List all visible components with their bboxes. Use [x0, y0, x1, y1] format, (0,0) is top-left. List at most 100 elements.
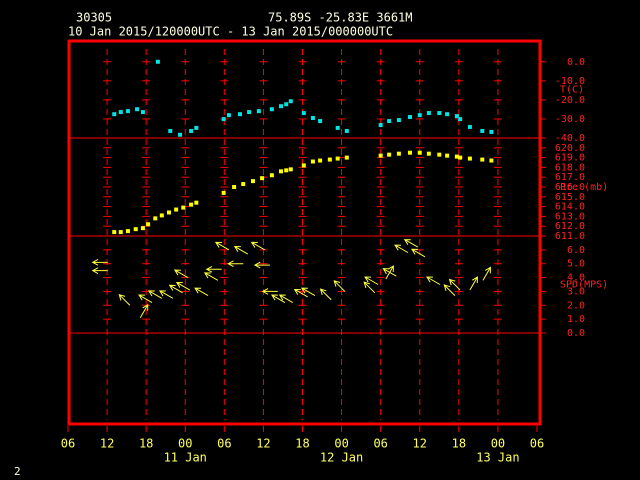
wind-arrow: [168, 284, 183, 294]
y-tick-label: 616.0: [555, 182, 585, 193]
date-label: 12 Jan: [320, 451, 363, 465]
wind-arrow: [382, 268, 397, 277]
data-point: [407, 150, 412, 155]
date-label: 11 Jan: [164, 451, 207, 465]
y-tick-label: 5.0: [567, 259, 585, 270]
data-point: [458, 155, 463, 160]
data-point: [135, 107, 140, 112]
data-point: [181, 205, 186, 210]
data-point: [437, 111, 442, 116]
data-point: [387, 119, 392, 124]
y-axis-label: T(C): [560, 85, 584, 96]
y-tick-label: -30.0: [555, 114, 585, 125]
y-tick-label: 614.0: [555, 202, 585, 213]
data-point: [480, 157, 485, 162]
y-tick-label: 611.0: [555, 231, 585, 242]
wind-arrow: [261, 288, 278, 295]
data-point: [467, 124, 472, 129]
wind-arrow: [205, 265, 222, 273]
y-tick-label: -40.0: [555, 133, 585, 144]
wind-arrow: [271, 294, 286, 303]
wind-arrow: [363, 281, 376, 294]
y-tick-label: 618.0: [555, 162, 585, 173]
data-point: [279, 169, 284, 174]
data-point: [318, 119, 323, 124]
data-point: [194, 200, 199, 205]
wind-arrow: [403, 239, 419, 248]
data-point: [426, 151, 431, 156]
data-point: [279, 104, 284, 109]
data-point: [335, 125, 340, 130]
data-point: [269, 173, 274, 178]
data-point: [168, 128, 173, 133]
y-axis-label: Pre (mb): [560, 182, 608, 193]
data-point: [426, 111, 431, 116]
y-tick-label: 615.0: [555, 192, 585, 203]
data-point: [288, 99, 293, 104]
x-tick-label: 18: [452, 437, 466, 451]
date-label: 13 Jan: [476, 451, 519, 465]
wind-arrow: [194, 287, 209, 297]
data-point: [250, 179, 255, 184]
wind-arrow: [158, 290, 174, 299]
wind-arrow: [227, 260, 244, 268]
wind-arrow: [214, 241, 230, 251]
data-point: [387, 152, 392, 157]
data-point: [125, 109, 130, 114]
data-point: [112, 112, 117, 117]
data-point: [159, 213, 164, 218]
data-point: [284, 168, 289, 173]
wind-arrow: [300, 287, 316, 297]
wind-arrow: [147, 290, 163, 299]
y-axis-label: SPD(MPS): [560, 280, 608, 291]
data-point: [407, 115, 412, 120]
data-point: [417, 113, 422, 118]
station-id: 30305: [76, 11, 112, 25]
wind-arrow: [319, 288, 332, 301]
data-point: [189, 128, 194, 133]
wind-arrow: [278, 294, 293, 303]
data-point: [221, 117, 226, 122]
x-tick-label: 12: [100, 437, 114, 451]
wind-arrow: [364, 276, 379, 285]
wind-arrow: [138, 294, 153, 303]
wind-arrow: [469, 276, 478, 291]
x-tick-label: 06: [217, 437, 231, 451]
data-point: [344, 155, 349, 160]
data-point: [256, 109, 261, 114]
y-tick-label: 620.0: [555, 143, 585, 154]
wind-arrow: [443, 284, 456, 296]
data-point: [247, 110, 252, 115]
data-point: [118, 230, 123, 235]
data-point: [445, 112, 450, 117]
data-point: [178, 132, 183, 137]
data-point: [378, 153, 383, 158]
data-point: [133, 227, 138, 232]
y-tick-label: 612.0: [555, 221, 585, 232]
data-point: [112, 230, 117, 235]
data-point: [221, 190, 226, 195]
x-tick-label: 00: [491, 437, 505, 451]
wind-arrow: [394, 244, 409, 254]
x-tick-label: 00: [178, 437, 192, 451]
page-number: 2: [14, 465, 21, 478]
data-point: [301, 163, 306, 168]
data-point: [327, 157, 332, 162]
y-tick-label: 619.0: [555, 153, 585, 164]
x-tick-label: 18: [295, 437, 309, 451]
wind-arrow: [482, 266, 491, 281]
data-point: [489, 129, 494, 134]
y-tick-label: -10.0: [555, 76, 585, 87]
data-point: [318, 158, 323, 163]
data-point: [458, 117, 463, 122]
data-point: [454, 114, 459, 119]
data-point: [174, 207, 179, 212]
data-point: [125, 229, 130, 234]
x-tick-label: 18: [139, 437, 153, 451]
period: 10 Jan 2015/120000UTC - 13 Jan 2015/0000…: [68, 25, 393, 39]
data-point: [189, 202, 194, 207]
y-tick-label: 0.0: [567, 328, 585, 339]
y-tick-label: 613.0: [555, 211, 585, 222]
wind-arrow: [233, 245, 249, 255]
plot-frame: [67, 39, 542, 426]
